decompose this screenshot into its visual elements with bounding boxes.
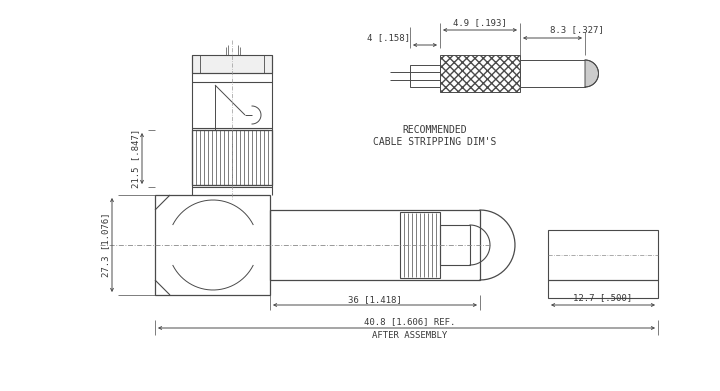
- Bar: [520, 60, 585, 87]
- Text: 27.3 [1.076]: 27.3 [1.076]: [101, 213, 110, 277]
- Bar: [192, 55, 272, 73]
- Bar: [400, 212, 440, 278]
- Text: 21.5 [.847]: 21.5 [.847]: [131, 128, 140, 188]
- Bar: [155, 195, 270, 295]
- Text: AFTER ASSEMBLY: AFTER ASSEMBLY: [372, 332, 448, 341]
- Bar: [270, 210, 480, 280]
- Text: 8.3 [.327]: 8.3 [.327]: [550, 25, 604, 34]
- Text: 40.8 [1.606] REF.: 40.8 [1.606] REF.: [364, 317, 456, 326]
- Text: CABLE STRIPPING DIM'S: CABLE STRIPPING DIM'S: [373, 137, 497, 147]
- Text: RECOMMENDED: RECOMMENDED: [402, 125, 467, 135]
- Bar: [548, 280, 658, 298]
- Bar: [410, 65, 440, 87]
- Bar: [440, 55, 520, 92]
- Text: 36 [1.418]: 36 [1.418]: [348, 296, 402, 305]
- Bar: [440, 225, 470, 265]
- Bar: [192, 130, 272, 185]
- Text: 4 [.158]: 4 [.158]: [367, 34, 410, 43]
- Bar: [548, 230, 658, 280]
- Wedge shape: [585, 60, 598, 87]
- Text: 4.9 [.193]: 4.9 [.193]: [453, 18, 507, 27]
- Text: 12.7 [.500]: 12.7 [.500]: [573, 294, 633, 303]
